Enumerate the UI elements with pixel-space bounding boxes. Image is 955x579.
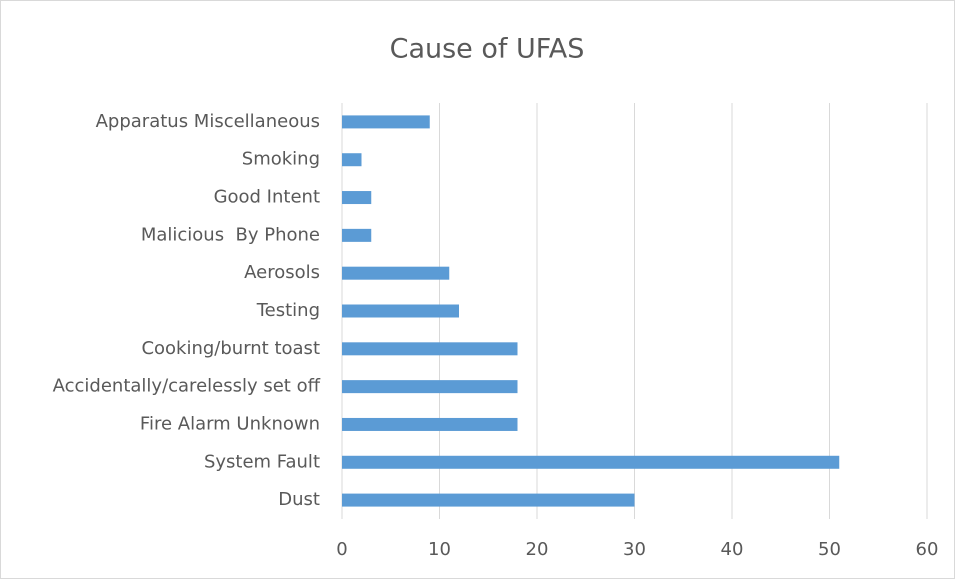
x-tick-label: 40 [721,539,744,560]
y-tick-label: Testing [256,300,320,321]
bar [342,115,430,129]
bar [342,304,459,318]
y-tick-label: Fire Alarm Unknown [140,413,320,434]
bar [342,380,518,394]
y-tick-label: System Fault [204,451,320,472]
y-tick-label: Smoking [242,149,320,170]
bar [342,455,840,469]
bar [342,266,450,280]
x-tick-label: 50 [818,539,841,560]
bar [342,228,372,242]
chart-title: Cause of UFAS [390,34,585,65]
x-tick-label: 20 [526,539,549,560]
y-tick-label: Cooking/burnt toast [141,338,320,359]
x-tick-label: 30 [623,539,646,560]
y-tick-label: Accidentally/carelessly set off [53,376,321,397]
y-tick-label: Aerosols [244,262,320,283]
bar [342,153,362,167]
x-tick-label: 60 [916,539,939,560]
y-tick-label: Dust [278,489,320,510]
x-tick-label: 10 [428,539,451,560]
x-tick-label: 0 [336,539,347,560]
y-tick-label: Apparatus Miscellaneous [96,111,320,132]
bar [342,417,518,431]
bar [342,493,635,507]
bar [342,191,372,205]
bar [342,342,518,356]
y-tick-label: Malicious By Phone [141,224,320,245]
y-tick-label: Good Intent [214,187,320,208]
